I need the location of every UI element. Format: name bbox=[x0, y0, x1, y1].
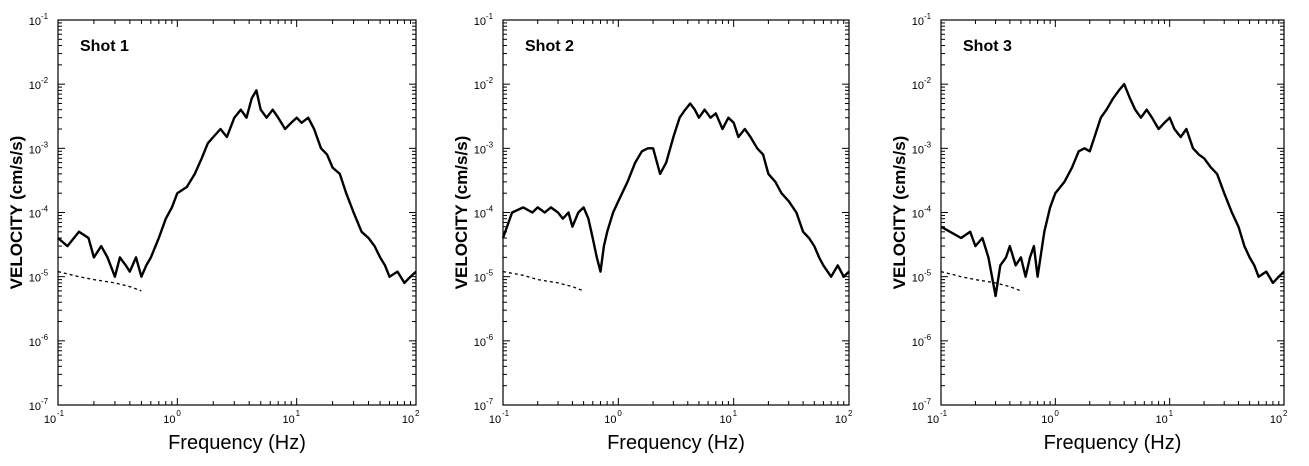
y-tick-exponent: -5 bbox=[41, 269, 49, 278]
y-tick-exponent: -1 bbox=[41, 12, 49, 21]
y-tick-label: 10 bbox=[474, 337, 486, 349]
y-tick-exponent: -1 bbox=[486, 12, 494, 21]
x-tick-exponent: -1 bbox=[502, 409, 510, 418]
x-tick-label: 10 bbox=[1270, 414, 1282, 426]
x-tick-label: 10 bbox=[1156, 414, 1168, 426]
x-tick-label: 10 bbox=[604, 414, 616, 426]
x-tick-label: 10 bbox=[163, 414, 175, 426]
y-tick-label: 10 bbox=[912, 401, 924, 413]
y-axis-label: VELOCITY (cm/s/s) bbox=[890, 136, 909, 290]
y-tick-exponent: -3 bbox=[486, 140, 494, 149]
y-tick-exponent: -3 bbox=[41, 140, 49, 149]
x-axis-label: Frequency (Hz) bbox=[607, 432, 745, 454]
y-tick-label: 10 bbox=[474, 209, 486, 221]
panel-title: Shot 1 bbox=[80, 38, 129, 55]
y-tick-exponent: -6 bbox=[924, 333, 932, 342]
y-tick-exponent: -7 bbox=[924, 397, 932, 406]
x-tick-label: 10 bbox=[402, 414, 414, 426]
y-tick-label: 10 bbox=[29, 16, 41, 28]
y-tick-label: 10 bbox=[912, 144, 924, 156]
y-tick-label: 10 bbox=[29, 144, 41, 156]
y-tick-label: 10 bbox=[29, 80, 41, 92]
panel-title: Shot 2 bbox=[525, 38, 574, 55]
x-tick-label: 10 bbox=[720, 414, 732, 426]
y-tick-label: 10 bbox=[474, 144, 486, 156]
x-tick-exponent: 2 bbox=[848, 409, 853, 418]
x-axis-label: Frequency (Hz) bbox=[1044, 432, 1182, 454]
x-axis-label: Frequency (Hz) bbox=[168, 432, 306, 454]
y-axis-label: VELOCITY (cm/s/s) bbox=[7, 136, 26, 290]
plot-frame bbox=[57, 19, 417, 406]
panel-title: Shot 3 bbox=[963, 38, 1012, 55]
x-tick-label: 10 bbox=[44, 414, 56, 426]
y-tick-label: 10 bbox=[912, 80, 924, 92]
y-tick-label: 10 bbox=[29, 401, 41, 413]
x-tick-label: 10 bbox=[283, 414, 295, 426]
y-tick-exponent: -4 bbox=[486, 205, 494, 214]
y-tick-exponent: -4 bbox=[41, 205, 49, 214]
y-tick-label: 10 bbox=[912, 16, 924, 28]
y-tick-exponent: -7 bbox=[41, 397, 49, 406]
y-tick-exponent: -2 bbox=[41, 76, 49, 85]
x-tick-exponent: -1 bbox=[57, 409, 65, 418]
y-tick-exponent: -7 bbox=[486, 397, 494, 406]
x-tick-exponent: 1 bbox=[296, 409, 301, 418]
y-tick-exponent: -5 bbox=[486, 269, 494, 278]
x-tick-exponent: 2 bbox=[415, 409, 420, 418]
x-tick-exponent: 2 bbox=[1283, 409, 1288, 418]
noise-spectrum-line bbox=[502, 270, 584, 292]
noise-spectrum-line bbox=[57, 270, 142, 292]
y-tick-label: 10 bbox=[912, 209, 924, 221]
x-tick-exponent: 0 bbox=[617, 409, 622, 418]
signal-spectrum-line bbox=[501, 102, 850, 278]
y-tick-exponent: -6 bbox=[486, 333, 494, 342]
y-tick-label: 10 bbox=[474, 16, 486, 28]
y-tick-exponent: -2 bbox=[486, 76, 494, 85]
signal-spectrum-line bbox=[940, 82, 1285, 298]
y-axis-label: VELOCITY (cm/s/s) bbox=[452, 136, 471, 290]
y-tick-exponent: -3 bbox=[924, 140, 932, 149]
x-tick-exponent: -1 bbox=[940, 409, 948, 418]
y-tick-label: 10 bbox=[912, 273, 924, 285]
y-tick-label: 10 bbox=[912, 337, 924, 349]
y-tick-exponent: -1 bbox=[924, 12, 932, 21]
y-tick-label: 10 bbox=[474, 80, 486, 92]
x-tick-exponent: 1 bbox=[1169, 409, 1174, 418]
y-tick-exponent: -2 bbox=[924, 76, 932, 85]
x-tick-exponent: 1 bbox=[733, 409, 738, 418]
y-tick-exponent: -6 bbox=[41, 333, 49, 342]
y-tick-label: 10 bbox=[474, 401, 486, 413]
x-tick-label: 10 bbox=[835, 414, 847, 426]
signal-spectrum-line bbox=[57, 89, 417, 285]
y-tick-label: 10 bbox=[29, 337, 41, 349]
y-tick-label: 10 bbox=[29, 209, 41, 221]
y-tick-label: 10 bbox=[29, 273, 41, 285]
x-tick-label: 10 bbox=[489, 414, 501, 426]
y-tick-exponent: -4 bbox=[924, 205, 932, 214]
x-tick-exponent: 0 bbox=[176, 409, 181, 418]
y-tick-exponent: -5 bbox=[924, 269, 932, 278]
x-tick-label: 10 bbox=[927, 414, 939, 426]
x-tick-label: 10 bbox=[1041, 414, 1053, 426]
x-tick-exponent: 0 bbox=[1054, 409, 1059, 418]
y-tick-label: 10 bbox=[474, 273, 486, 285]
noise-spectrum-line bbox=[940, 270, 1022, 292]
